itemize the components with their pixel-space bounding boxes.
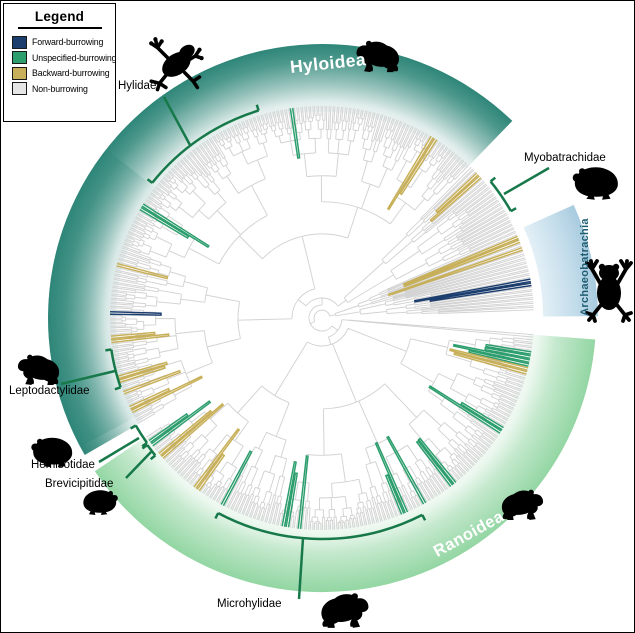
- family-label-leptodactylidae: Leptodactylidae: [9, 385, 90, 397]
- legend-title-underline: [17, 27, 102, 29]
- family-label-brevicipitidae: Brevicipitidae: [45, 478, 114, 490]
- tree-tips-unspecified-burrowing: [139, 107, 532, 529]
- family-label-microhylidae: Microhylidae: [217, 598, 282, 610]
- frog-silhouette-leptodactylidae: [17, 354, 60, 386]
- frog-silhouette-hylidae: [149, 37, 204, 92]
- frog-silhouette-microhylidae: [321, 593, 369, 628]
- frog-silhouette-myobatrachidae: [572, 167, 618, 200]
- tree-tips-backward-burrowing: [110, 135, 529, 492]
- legend-row-non: Non-burrowing: [12, 82, 115, 96]
- legend-label: Backward-burrowing: [32, 68, 110, 79]
- legend-label: Forward-burrowing: [32, 37, 104, 48]
- frog-silhouette-ranoidea: [501, 489, 544, 521]
- frog-silhouette-archaeobatrachia: [585, 259, 633, 323]
- forward-burrowing-swatch: [12, 35, 27, 49]
- legend-row-unspecified: Unspecified-burrowing: [12, 51, 117, 65]
- backward-burrowing-swatch: [12, 66, 27, 80]
- family-label-hemisotidae: Hemisotidae: [31, 459, 95, 471]
- frog-silhouette-hyloidea: [356, 40, 399, 73]
- non-burrowing-swatch: [12, 82, 27, 96]
- legend-row-forward: Forward-burrowing: [12, 35, 115, 49]
- legend-row-backward: Backward-burrowing: [12, 66, 115, 80]
- family-label-hylidae: Hylidae: [118, 80, 157, 92]
- frog-silhouette-hemisotidae: [31, 437, 73, 468]
- family-label-myobatrachidae: Myobatrachidae: [524, 152, 606, 164]
- superfamily-band-ranoidea: [94, 334, 596, 593]
- superfamily-band-hyloidea: [48, 44, 513, 456]
- superfamily-label-archaeobatrachia: Archaeobatrachia: [579, 218, 591, 316]
- tree-branches-non-burrowing: [109, 105, 534, 531]
- legend-title: Legend: [34, 9, 85, 24]
- family-clade-brackets: [60, 96, 550, 600]
- superfamily-wedge-archaeobatrachia: [523, 204, 598, 317]
- legend-box: Legend Forward-burrowing Unspecified-bur…: [3, 3, 117, 122]
- tree-tips-forward-burrowing: [109, 278, 532, 316]
- frog-silhouette-brevicipitidae: [83, 490, 118, 515]
- legend-label: Non-burrowing: [32, 83, 88, 94]
- legend-label: Unspecified-burrowing: [32, 52, 117, 63]
- unspecified-burrowing-swatch: [12, 51, 27, 65]
